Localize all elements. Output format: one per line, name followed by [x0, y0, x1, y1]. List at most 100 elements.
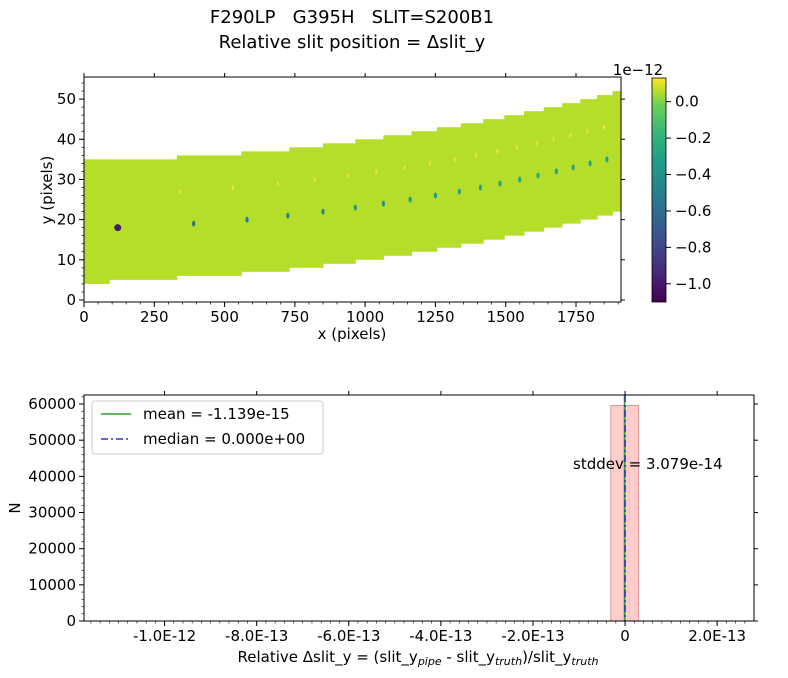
negative-spot [245, 216, 249, 223]
positive-spot [586, 128, 589, 134]
slit-band-segment [176, 155, 242, 276]
negative-spot [498, 180, 502, 187]
heatmap-y-tick-label: 30 [57, 170, 76, 188]
figure-title-line2: Relative slit position = Δslit_y [219, 32, 486, 53]
colorbar: 0.0 −0.2 −0.4 −0.6 −0.8 −1.0 1e−12 [613, 61, 711, 303]
negative-spot [321, 208, 325, 215]
positive-spot [515, 144, 519, 150]
negative-spot [478, 184, 483, 191]
histogram-x-tick-label: -1.0E-12 [133, 627, 196, 645]
negative-spot [571, 164, 575, 171]
negative-spot [433, 192, 438, 199]
histogram-y-tick-label: 40000 [28, 467, 76, 485]
heatmap-x-tick-label: 1250 [416, 308, 454, 326]
negative-spot [536, 172, 540, 179]
slit-band-segment [436, 127, 462, 248]
heatmap-y-tick-label: 10 [57, 251, 76, 269]
histogram-x-tick-label: 2.0E-13 [688, 627, 746, 645]
slit-band-segment [580, 99, 598, 220]
legend-median-label: median = 0.000e+00 [143, 430, 305, 448]
slit-band-segment [411, 131, 438, 252]
positive-spot [375, 169, 378, 174]
negative-spot [381, 200, 386, 207]
negative-spot [554, 168, 558, 175]
slit-band-segment [241, 151, 290, 272]
histogram-x-tick-label: -8.0E-13 [225, 627, 288, 645]
positive-spot [569, 132, 572, 138]
positive-spot [602, 124, 606, 130]
xlabel-part-middle: - slit_y [442, 648, 495, 667]
slit-band-segment [561, 103, 581, 224]
figure-title-line1: F290LP G395H SLIT=S200B1 [210, 7, 494, 28]
slit-band-segment [383, 135, 413, 256]
slit-band-segment [109, 159, 178, 280]
histogram-y-axis-label: N [6, 502, 24, 513]
negative-spot [457, 188, 461, 195]
positive-spot [347, 173, 350, 178]
histogram-x-tick-label: -4.0E-13 [409, 627, 472, 645]
histogram-x-tick-label: 0 [620, 627, 630, 645]
histogram-y-tick-label: 50000 [28, 431, 76, 449]
negative-spot [605, 156, 609, 163]
colorbar-tick-label: −0.8 [675, 238, 711, 256]
histogram-y-tick-label: 20000 [28, 540, 76, 558]
positive-spot [475, 152, 478, 158]
xlabel-subscript-truth-1: truth [495, 655, 522, 668]
negative-spot [192, 220, 196, 227]
heatmap-x-tick-label: 1500 [487, 308, 525, 326]
positive-spot [453, 156, 457, 162]
positive-spot [535, 140, 538, 146]
histogram-y-tick-label: 10000 [28, 576, 76, 594]
slit-band-segment [524, 111, 545, 232]
slit-band-segment [355, 139, 384, 260]
histogram-x-tick-label: -2.0E-13 [501, 627, 564, 645]
positive-spot [496, 148, 499, 154]
colorbar-tick-label: 0.0 [675, 93, 699, 111]
slit-band-segment [460, 123, 484, 244]
colorbar-tick-label: −0.6 [675, 202, 711, 220]
heatmap-x-tick-label: 750 [281, 308, 310, 326]
histogram-y-tick-label: 0 [66, 612, 76, 630]
legend: mean = -1.139e-15 median = 0.000e+00 [91, 400, 324, 455]
colorbar-offset-text: 1e−12 [613, 61, 663, 79]
positive-spot [428, 160, 432, 166]
colorbar-gradient [651, 77, 667, 303]
colorbar-tick-label: −0.4 [675, 166, 711, 184]
heatmap-x-tick-label: 500 [210, 308, 239, 326]
positive-spot [231, 185, 235, 190]
heatmap-x-tick-label: 1000 [346, 308, 384, 326]
histogram-y-tick-label: 60000 [28, 395, 76, 413]
positive-spot [276, 181, 280, 186]
positive-spot [313, 177, 316, 182]
xlabel-part-end: )/slit_y [522, 648, 571, 667]
heatmap-plot: 0 250 500 750 1000 1250 1500 1750 0 10 20 30 40 50 x … [38, 73, 625, 343]
heatmap-x-tick-label: 250 [140, 308, 169, 326]
negative-spot [353, 204, 357, 211]
slit-band-segment [612, 91, 621, 212]
heatmap-y-tick-label: 40 [57, 130, 76, 148]
heatmap-frame [83, 76, 622, 303]
heatmap-x-tick-label: 1750 [557, 308, 595, 326]
heatmap-y-axis-label: y (pixels) [38, 156, 56, 225]
slit-band-segment [84, 159, 110, 284]
slit-band-segment [322, 143, 356, 264]
slit-band-segment [483, 119, 505, 240]
slit-band-segment [597, 95, 614, 216]
colorbar-tick-label: −0.2 [675, 129, 711, 147]
heatmap-y-tick-label: 50 [57, 90, 76, 108]
xlabel-part-prefix: Relative Δslit_y = (slit_y [238, 648, 418, 667]
colorbar-tick-label: −1.0 [675, 275, 711, 293]
histogram-x-tick-label: -6.0E-13 [317, 627, 380, 645]
heatmap-x-axis-label: x (pixels) [318, 325, 387, 343]
positive-spot [403, 165, 406, 170]
heatmap-y-tick-label: 20 [57, 211, 76, 229]
slit-band-segment [289, 147, 324, 268]
negative-spot [518, 176, 522, 183]
xlabel-subscript-truth-2: truth [571, 655, 598, 668]
histogram-y-tick-label: 30000 [28, 504, 76, 522]
negative-spot [286, 212, 290, 219]
stddev-annotation: stddev = 3.079e-14 [573, 455, 723, 473]
positive-spot [178, 189, 181, 194]
legend-box [91, 400, 324, 455]
